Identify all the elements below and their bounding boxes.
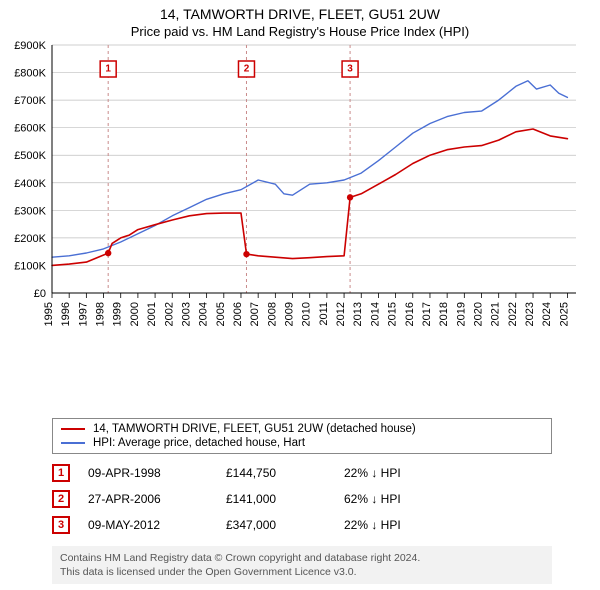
- transaction-marker-icon: 3: [52, 516, 70, 534]
- svg-text:£800K: £800K: [14, 68, 46, 80]
- svg-text:2016: 2016: [404, 302, 416, 326]
- svg-text:2023: 2023: [524, 302, 536, 326]
- svg-text:£0: £0: [34, 288, 46, 300]
- svg-text:1997: 1997: [77, 302, 89, 326]
- transaction-row: 3 09-MAY-2012 £347,000 22% ↓ HPI: [52, 512, 552, 538]
- transaction-price: £144,750: [226, 466, 326, 480]
- transaction-date: 27-APR-2006: [88, 492, 208, 506]
- root: 14, TAMWORTH DRIVE, FLEET, GU51 2UW Pric…: [0, 0, 600, 590]
- transaction-marker-icon: 1: [52, 464, 70, 482]
- svg-text:2005: 2005: [215, 302, 227, 326]
- svg-text:2021: 2021: [490, 302, 502, 326]
- attribution-footer: Contains HM Land Registry data © Crown c…: [52, 546, 552, 584]
- svg-text:1995: 1995: [43, 302, 55, 326]
- transaction-date: 09-MAY-2012: [88, 518, 208, 532]
- transaction-marker-icon: 2: [52, 490, 70, 508]
- svg-text:2007: 2007: [249, 302, 261, 326]
- legend-swatch: [61, 428, 85, 430]
- title-block: 14, TAMWORTH DRIVE, FLEET, GU51 2UW Pric…: [0, 0, 600, 41]
- legend: 14, TAMWORTH DRIVE, FLEET, GU51 2UW (det…: [52, 418, 552, 454]
- transaction-price: £347,000: [226, 518, 326, 532]
- svg-text:£100K: £100K: [14, 260, 46, 272]
- svg-text:2000: 2000: [129, 302, 141, 326]
- transaction-delta: 22% ↓ HPI: [344, 466, 464, 480]
- legend-item: 14, TAMWORTH DRIVE, FLEET, GU51 2UW (det…: [61, 423, 543, 435]
- legend-swatch: [61, 442, 85, 444]
- transaction-row: 2 27-APR-2006 £141,000 62% ↓ HPI: [52, 486, 552, 512]
- transaction-date: 09-APR-1998: [88, 466, 208, 480]
- title-address: 14, TAMWORTH DRIVE, FLEET, GU51 2UW: [0, 6, 600, 22]
- svg-text:2018: 2018: [438, 302, 450, 326]
- transaction-delta: 62% ↓ HPI: [344, 492, 464, 506]
- legend-item: HPI: Average price, detached house, Hart: [61, 437, 543, 449]
- footer-line: Contains HM Land Registry data © Crown c…: [60, 551, 544, 565]
- chart-area: £0 £100K £200K £300K £400K £500K £600K £700K £80…: [0, 41, 600, 414]
- svg-text:2015: 2015: [387, 302, 399, 326]
- svg-text:2012: 2012: [335, 302, 347, 326]
- svg-text:2020: 2020: [473, 302, 485, 326]
- svg-text:1999: 1999: [112, 302, 124, 326]
- svg-text:2009: 2009: [284, 302, 296, 326]
- svg-text:2003: 2003: [180, 302, 192, 326]
- svg-text:£600K: £600K: [14, 123, 46, 135]
- svg-text:2011: 2011: [318, 302, 330, 326]
- svg-text:2006: 2006: [232, 302, 244, 326]
- svg-text:3: 3: [347, 64, 353, 75]
- svg-text:2010: 2010: [301, 302, 313, 326]
- svg-text:2013: 2013: [352, 302, 364, 326]
- svg-text:£500K: £500K: [14, 150, 46, 162]
- svg-text:2019: 2019: [455, 302, 467, 326]
- svg-text:2002: 2002: [163, 302, 175, 326]
- svg-text:2014: 2014: [369, 302, 381, 326]
- legend-label: 14, TAMWORTH DRIVE, FLEET, GU51 2UW (det…: [93, 423, 416, 435]
- svg-text:2024: 2024: [541, 302, 553, 326]
- transaction-price: £141,000: [226, 492, 326, 506]
- svg-text:£700K: £700K: [14, 95, 46, 107]
- svg-text:2004: 2004: [198, 302, 210, 326]
- svg-text:2001: 2001: [146, 302, 158, 326]
- svg-text:1: 1: [105, 64, 111, 75]
- svg-text:£300K: £300K: [14, 205, 46, 217]
- svg-text:2022: 2022: [507, 302, 519, 326]
- svg-text:1996: 1996: [60, 302, 72, 326]
- transaction-delta: 22% ↓ HPI: [344, 518, 464, 532]
- svg-text:2008: 2008: [266, 302, 278, 326]
- price-chart: £0 £100K £200K £300K £400K £500K £600K £700K £80…: [0, 41, 600, 359]
- svg-text:£400K: £400K: [14, 178, 46, 190]
- svg-text:2025: 2025: [558, 302, 570, 326]
- svg-text:£200K: £200K: [14, 233, 46, 245]
- svg-text:1998: 1998: [95, 302, 107, 326]
- footer-line: This data is licensed under the Open Gov…: [60, 565, 544, 579]
- title-subtitle: Price paid vs. HM Land Registry's House …: [0, 24, 600, 39]
- transaction-row: 1 09-APR-1998 £144,750 22% ↓ HPI: [52, 460, 552, 486]
- svg-text:2017: 2017: [421, 302, 433, 326]
- svg-text:£900K: £900K: [14, 41, 46, 52]
- svg-text:2: 2: [244, 64, 250, 75]
- legend-label: HPI: Average price, detached house, Hart: [93, 437, 305, 449]
- transaction-table: 1 09-APR-1998 £144,750 22% ↓ HPI 2 27-AP…: [52, 460, 552, 538]
